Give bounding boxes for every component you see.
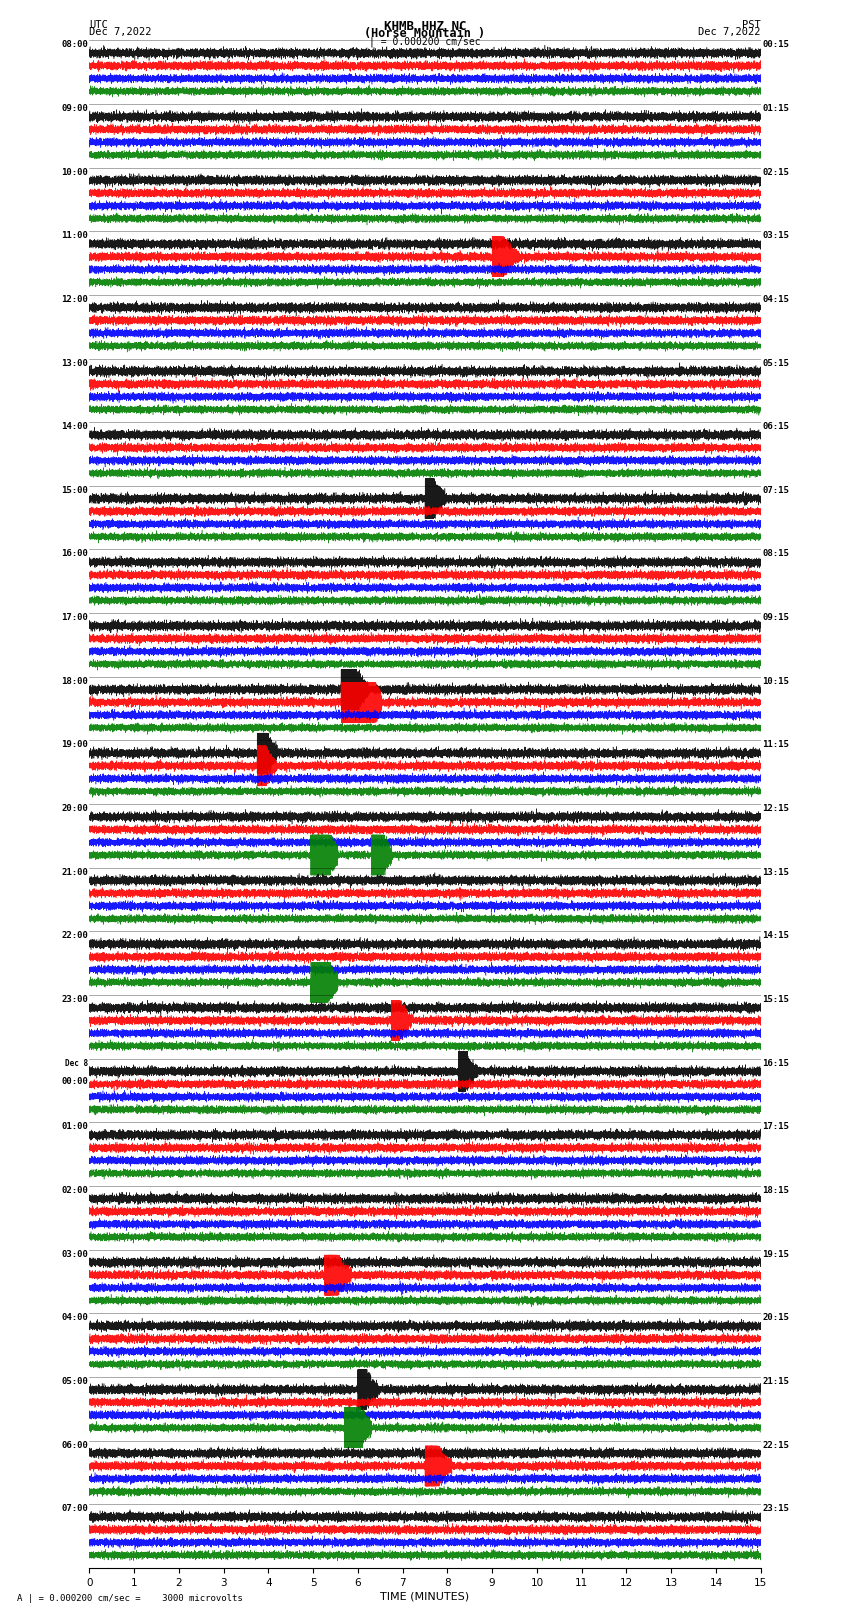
Text: KHMB HHZ NC: KHMB HHZ NC [383,19,467,34]
Text: 12:15: 12:15 [762,805,789,813]
Text: 01:00: 01:00 [61,1123,88,1131]
Text: 02:15: 02:15 [762,168,789,176]
Text: 02:00: 02:00 [61,1186,88,1195]
Text: 13:15: 13:15 [762,868,789,877]
Text: 04:15: 04:15 [762,295,789,303]
Text: Dec 7,2022: Dec 7,2022 [698,27,761,37]
Text: 22:15: 22:15 [762,1440,789,1450]
Text: 21:15: 21:15 [762,1378,789,1386]
Text: 10:15: 10:15 [762,677,789,686]
Text: 11:00: 11:00 [61,231,88,240]
Text: 23:00: 23:00 [61,995,88,1003]
Text: (Horse Mountain ): (Horse Mountain ) [365,27,485,40]
Text: 11:15: 11:15 [762,740,789,750]
Text: 19:15: 19:15 [762,1250,789,1258]
Text: 08:15: 08:15 [762,550,789,558]
Text: 03:15: 03:15 [762,231,789,240]
Text: 14:00: 14:00 [61,423,88,431]
Text: | = 0.000200 cm/sec: | = 0.000200 cm/sec [369,37,481,47]
Text: 15:00: 15:00 [61,486,88,495]
Text: 06:15: 06:15 [762,423,789,431]
Text: 00:15: 00:15 [762,40,789,50]
Text: 20:15: 20:15 [762,1313,789,1323]
Text: 13:00: 13:00 [61,358,88,368]
Text: 18:15: 18:15 [762,1186,789,1195]
Text: 16:15: 16:15 [762,1058,789,1068]
Text: Dec 7,2022: Dec 7,2022 [89,27,152,37]
Text: 17:15: 17:15 [762,1123,789,1131]
Text: 06:00: 06:00 [61,1440,88,1450]
Text: UTC: UTC [89,19,108,31]
Text: 04:00: 04:00 [61,1313,88,1323]
X-axis label: TIME (MINUTES): TIME (MINUTES) [381,1592,469,1602]
Text: 19:00: 19:00 [61,740,88,750]
Text: 00:00: 00:00 [61,1077,88,1086]
Text: 18:00: 18:00 [61,677,88,686]
Text: A | = 0.000200 cm/sec =    3000 microvolts: A | = 0.000200 cm/sec = 3000 microvolts [17,1594,243,1603]
Text: 12:00: 12:00 [61,295,88,303]
Text: PST: PST [742,19,761,31]
Text: 10:00: 10:00 [61,168,88,176]
Text: 01:15: 01:15 [762,103,789,113]
Text: 14:15: 14:15 [762,931,789,940]
Text: 20:00: 20:00 [61,805,88,813]
Text: 07:00: 07:00 [61,1505,88,1513]
Text: 23:15: 23:15 [762,1505,789,1513]
Text: 05:00: 05:00 [61,1378,88,1386]
Text: 09:00: 09:00 [61,103,88,113]
Text: 08:00: 08:00 [61,40,88,50]
Text: 16:00: 16:00 [61,550,88,558]
Text: 05:15: 05:15 [762,358,789,368]
Text: Dec 8: Dec 8 [65,1058,88,1068]
Text: 03:00: 03:00 [61,1250,88,1258]
Text: 22:00: 22:00 [61,931,88,940]
Text: 17:00: 17:00 [61,613,88,623]
Text: 07:15: 07:15 [762,486,789,495]
Text: 15:15: 15:15 [762,995,789,1003]
Text: 09:15: 09:15 [762,613,789,623]
Text: 21:00: 21:00 [61,868,88,877]
